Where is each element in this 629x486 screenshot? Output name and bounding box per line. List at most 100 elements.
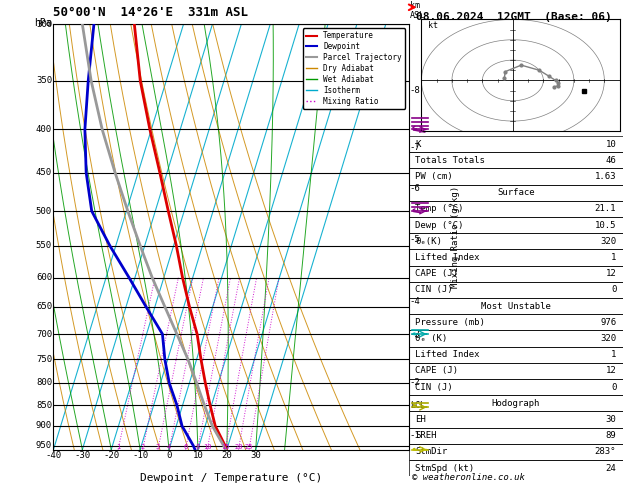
Text: 6: 6 <box>184 444 187 450</box>
Bar <box>409 379 623 395</box>
Text: -2: -2 <box>410 379 421 387</box>
Text: -3: -3 <box>410 330 421 339</box>
Bar <box>409 395 623 412</box>
Text: 300: 300 <box>36 20 52 29</box>
Bar <box>409 428 623 444</box>
Text: 320: 320 <box>600 237 616 246</box>
Text: SREH: SREH <box>415 431 437 440</box>
Bar <box>409 201 623 217</box>
Text: 25: 25 <box>245 444 253 450</box>
Text: 3: 3 <box>156 444 160 450</box>
Text: 10: 10 <box>606 139 616 149</box>
Text: 21.1: 21.1 <box>595 205 616 213</box>
Text: θₑ(K): θₑ(K) <box>415 237 442 246</box>
Text: 1: 1 <box>611 350 616 359</box>
Bar <box>409 347 623 363</box>
Bar <box>409 217 623 233</box>
Bar <box>409 185 623 201</box>
Text: K: K <box>415 139 421 149</box>
Text: PW (cm): PW (cm) <box>415 172 453 181</box>
Text: 283°: 283° <box>595 448 616 456</box>
Text: Pressure (mb): Pressure (mb) <box>415 318 485 327</box>
Bar <box>409 444 623 460</box>
Text: kt: kt <box>428 20 438 30</box>
Legend: Temperature, Dewpoint, Parcel Trajectory, Dry Adiabat, Wet Adiabat, Isotherm, Mi: Temperature, Dewpoint, Parcel Trajectory… <box>303 28 405 109</box>
Text: 400: 400 <box>36 125 52 134</box>
Text: -1: -1 <box>410 432 421 440</box>
Text: km
ASL: km ASL <box>409 0 425 20</box>
Text: CAPE (J): CAPE (J) <box>415 269 459 278</box>
Text: 700: 700 <box>36 330 52 339</box>
Bar <box>409 298 623 314</box>
Text: 50°00'N  14°26'E  331m ASL: 50°00'N 14°26'E 331m ASL <box>53 6 248 19</box>
Text: 12: 12 <box>606 366 616 376</box>
Text: 1.63: 1.63 <box>595 172 616 181</box>
Text: 30: 30 <box>606 415 616 424</box>
Text: 4: 4 <box>167 444 171 450</box>
Bar <box>409 169 623 185</box>
Text: -6: -6 <box>410 184 421 193</box>
Text: -4: -4 <box>410 297 421 306</box>
Text: Totals Totals: Totals Totals <box>415 156 485 165</box>
Text: 20: 20 <box>234 444 243 450</box>
Text: StmDir: StmDir <box>415 448 447 456</box>
Bar <box>409 266 623 282</box>
Text: 1: 1 <box>116 444 120 450</box>
Text: 450: 450 <box>36 168 52 177</box>
Bar <box>409 460 623 476</box>
Text: 600: 600 <box>36 273 52 282</box>
Text: 12: 12 <box>606 269 616 278</box>
Bar <box>409 363 623 379</box>
Text: 15: 15 <box>221 444 230 450</box>
Text: 2: 2 <box>141 444 145 450</box>
Bar <box>409 152 623 169</box>
Text: 350: 350 <box>36 76 52 85</box>
Text: 08.06.2024  12GMT  (Base: 06): 08.06.2024 12GMT (Base: 06) <box>416 12 612 22</box>
Text: 0: 0 <box>166 451 172 460</box>
Text: 850: 850 <box>36 400 52 410</box>
Bar <box>409 314 623 330</box>
Text: 1: 1 <box>611 253 616 262</box>
Text: 0: 0 <box>611 382 616 392</box>
Text: -10: -10 <box>132 451 148 460</box>
Text: θₑ (K): θₑ (K) <box>415 334 447 343</box>
Text: CIN (J): CIN (J) <box>415 285 453 295</box>
Text: 46: 46 <box>606 156 616 165</box>
Bar <box>409 282 623 298</box>
Text: 650: 650 <box>36 302 52 312</box>
Text: 8: 8 <box>196 444 200 450</box>
Text: Mixing Ratio (g/kg): Mixing Ratio (g/kg) <box>450 186 460 288</box>
Text: 24: 24 <box>606 464 616 473</box>
Text: 10: 10 <box>192 451 203 460</box>
Text: 30: 30 <box>250 451 261 460</box>
Text: © weatheronline.co.uk: © weatheronline.co.uk <box>412 473 525 482</box>
Text: 750: 750 <box>36 355 52 364</box>
Text: Lifted Index: Lifted Index <box>415 253 480 262</box>
Text: -7: -7 <box>410 143 421 152</box>
Text: hPa: hPa <box>35 18 52 28</box>
Text: 10.5: 10.5 <box>595 221 616 230</box>
Text: StmSpd (kt): StmSpd (kt) <box>415 464 474 473</box>
Text: -40: -40 <box>45 451 62 460</box>
Bar <box>409 136 623 152</box>
Text: -5: -5 <box>410 235 421 243</box>
Text: CIN (J): CIN (J) <box>415 382 453 392</box>
Bar <box>409 412 623 428</box>
Text: 950: 950 <box>36 441 52 450</box>
Text: 320: 320 <box>600 334 616 343</box>
Text: EH: EH <box>415 415 426 424</box>
Text: LCL: LCL <box>410 400 425 410</box>
Text: Dewp (°C): Dewp (°C) <box>415 221 464 230</box>
Text: 900: 900 <box>36 421 52 431</box>
Text: CAPE (J): CAPE (J) <box>415 366 459 376</box>
Text: 800: 800 <box>36 379 52 387</box>
Text: 20: 20 <box>221 451 232 460</box>
Text: Hodograph: Hodograph <box>492 399 540 408</box>
Text: -8: -8 <box>410 87 421 95</box>
Text: Most Unstable: Most Unstable <box>481 302 551 311</box>
Text: 550: 550 <box>36 242 52 250</box>
Text: -30: -30 <box>74 451 91 460</box>
Bar <box>409 330 623 347</box>
Text: 0: 0 <box>611 285 616 295</box>
Text: 976: 976 <box>600 318 616 327</box>
